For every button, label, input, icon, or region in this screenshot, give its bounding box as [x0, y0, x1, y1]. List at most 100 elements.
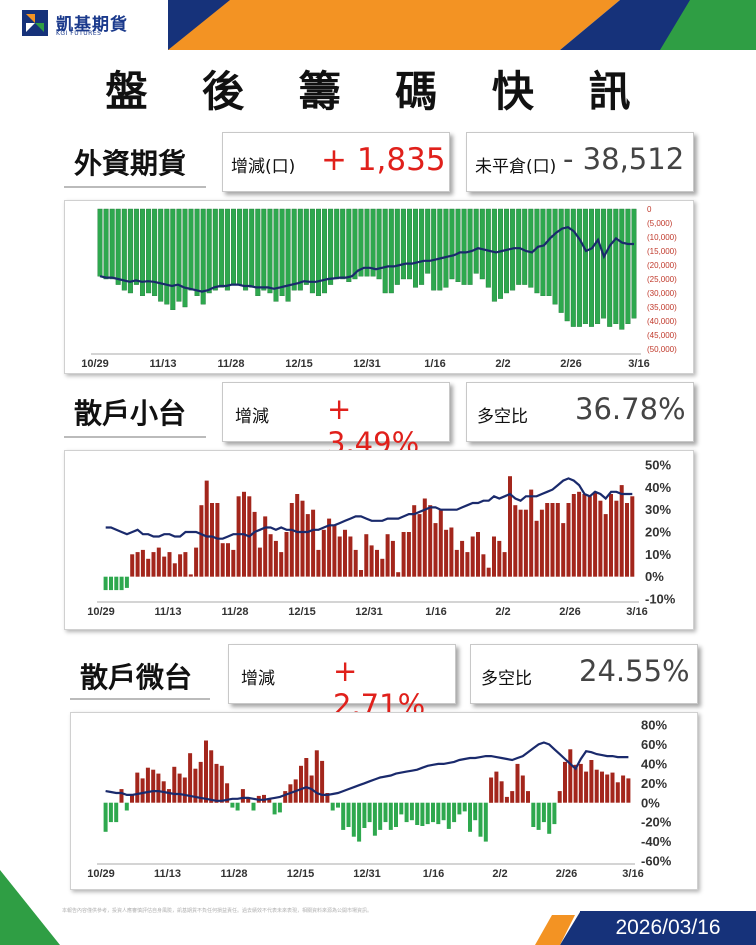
retail-mini-ratio-label: 多空比 — [477, 407, 528, 427]
chart-bar — [550, 503, 555, 577]
chart-bar — [328, 208, 334, 285]
chart-bar — [420, 802, 425, 826]
chart-bar — [625, 208, 631, 325]
chart-bar — [376, 208, 382, 280]
chart-bar — [419, 208, 425, 285]
chart-bar — [573, 764, 578, 803]
chart-bar — [188, 208, 194, 291]
chart-bar — [568, 749, 573, 803]
x-tick-label: 12/31 — [355, 606, 383, 618]
chart-bar — [462, 802, 467, 812]
chart-bar — [541, 802, 546, 823]
chart-bar — [396, 572, 401, 577]
chart-bar — [336, 802, 340, 808]
x-tick-label: 12/31 — [353, 868, 381, 880]
chart-bar — [388, 208, 394, 294]
foreign-oi-chart: 0 (5,000) (10,000) (15,000) (20,000) (25,000)… — [81, 205, 677, 370]
chart-bar — [299, 765, 303, 803]
chart-bar — [457, 802, 462, 815]
chart-bar — [164, 208, 170, 305]
foreign-change-label: 增減(口) — [231, 157, 296, 177]
chart-bar — [127, 208, 133, 294]
retail-mini-ratio-value: 36.78% — [575, 392, 686, 426]
chart-bar — [314, 750, 319, 803]
section-divider — [64, 186, 206, 188]
chart-bar — [483, 802, 488, 842]
chart-bar — [383, 802, 388, 823]
x-tick-label: 1/16 — [425, 606, 446, 618]
chart-bar — [557, 791, 562, 803]
chart-bar — [158, 208, 164, 302]
chart-bar — [220, 543, 225, 577]
chart-bar — [465, 552, 470, 577]
chart-bar — [334, 208, 340, 280]
retail-micro-change-box: 增減 + 2.71% — [228, 644, 456, 722]
x-tick-label: 2/26 — [560, 358, 581, 370]
y-tick-label: -10% — [645, 592, 676, 607]
chart-bar — [564, 208, 570, 322]
chart-bar — [375, 549, 379, 577]
chart-bar — [340, 208, 346, 280]
chart-bar — [255, 208, 261, 297]
chart-bar — [151, 552, 156, 577]
chart-bar — [438, 509, 443, 577]
y-tick-label: 20% — [645, 525, 671, 540]
chart-bar — [133, 208, 139, 285]
chart-bar — [124, 802, 129, 811]
chart-bar — [619, 208, 625, 330]
foreign-change-value: + 1,835 — [321, 142, 446, 178]
chart-bar — [508, 476, 512, 577]
chart-bar — [609, 494, 613, 577]
chart-bar — [478, 802, 483, 837]
y-tick-label: (30,000) — [647, 289, 677, 298]
chart-bar — [545, 503, 550, 577]
chart-bar — [444, 529, 449, 577]
chart-series-line — [105, 741, 629, 802]
chart-bar — [352, 208, 358, 280]
x-tick-label: 12/15 — [288, 606, 316, 618]
retail-micro-ratio-label: 多空比 — [481, 669, 532, 689]
chart-bar — [114, 802, 119, 823]
x-tick-label: 11/28 — [218, 358, 245, 370]
chart-bar — [613, 208, 619, 325]
chart-bar — [235, 802, 240, 811]
chart-bar — [489, 777, 494, 803]
x-tick-label: 2/2 — [495, 606, 510, 618]
chart-bar — [152, 208, 158, 297]
chart-bar — [563, 761, 567, 803]
chart-bar — [273, 540, 278, 577]
chart-bar — [353, 549, 358, 577]
chart-bar — [212, 208, 218, 291]
chart-bar — [343, 529, 347, 577]
chart-bar — [577, 491, 582, 577]
chart-bar — [498, 208, 504, 299]
chart-bar — [279, 208, 285, 297]
chart-bar — [230, 208, 236, 285]
chart-bar — [571, 494, 576, 577]
chart-bar — [178, 554, 183, 577]
chart-bar — [357, 802, 362, 842]
chart-bar — [598, 500, 603, 577]
chart-bar — [330, 802, 335, 811]
chart-bar — [566, 503, 571, 577]
x-tick-label: 10/29 — [87, 868, 115, 880]
chart-bar — [145, 767, 150, 803]
chart-bar — [589, 760, 594, 803]
chart-bar — [348, 536, 353, 577]
chart-bar — [446, 802, 451, 829]
chart-bar — [177, 773, 182, 803]
chart-bar — [251, 802, 256, 811]
y-tick-label: (5,000) — [647, 219, 673, 228]
chart-bar — [209, 750, 214, 803]
retail-micro-chart: 80% 60% 40% 20% 0% -20% -40% -60% 10/29 11/13 11/2… — [87, 718, 672, 880]
chart-bar — [109, 576, 113, 591]
chart-bar — [437, 208, 443, 291]
chart-bar — [626, 778, 631, 803]
retail-mini-chart: 50% 40% 30% 20% 10% 0% -10% 10/29 11/13 11/28 12/1… — [87, 458, 676, 618]
chart-bar — [479, 208, 485, 280]
chart-bar — [522, 208, 528, 285]
chart-bar — [327, 518, 332, 577]
chart-bar — [289, 503, 294, 577]
chart-bar — [394, 208, 400, 285]
chart-bar — [600, 771, 604, 803]
